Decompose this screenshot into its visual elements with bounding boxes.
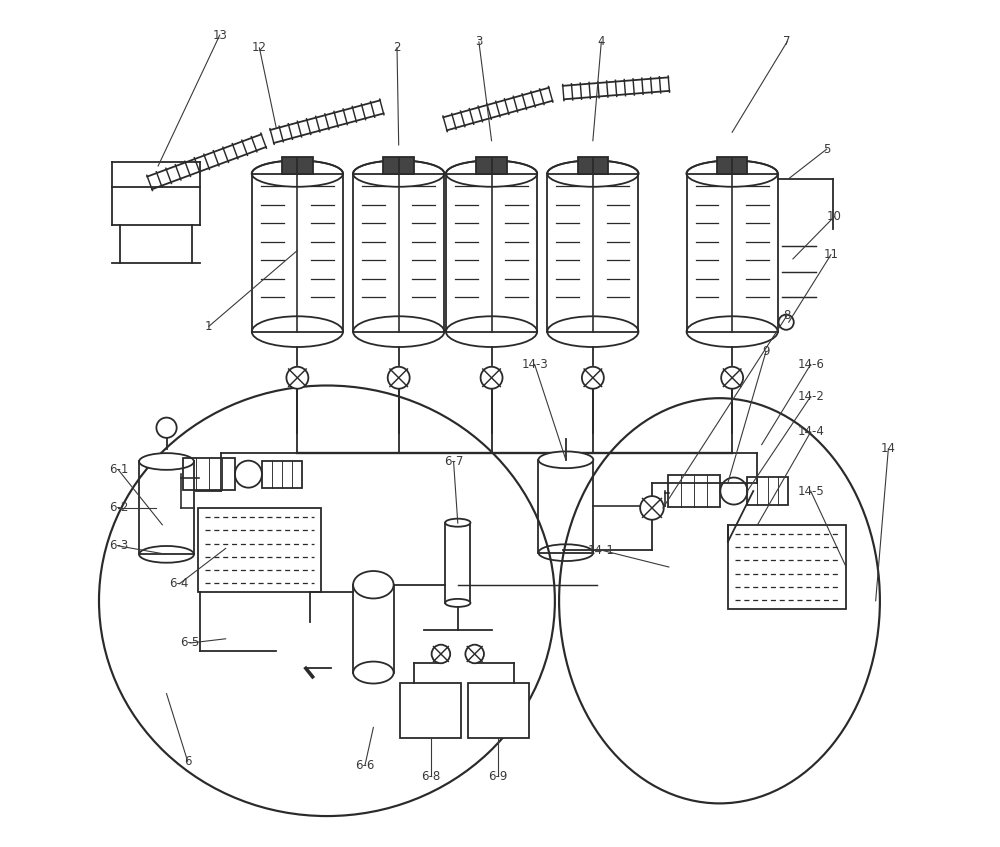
Text: 14: 14 [881,442,896,456]
Bar [383,157,414,174]
Circle shape [721,367,743,389]
Bar [353,584,394,673]
Bar [183,458,235,490]
Circle shape [388,367,410,389]
Bar [139,462,194,554]
Text: 8: 8 [783,309,791,322]
Text: 6-5: 6-5 [181,636,200,650]
Ellipse shape [353,571,394,599]
Bar [728,525,846,609]
Bar [547,174,638,332]
Ellipse shape [353,662,394,684]
Text: 7: 7 [783,36,791,48]
Text: 10: 10 [827,210,842,223]
Ellipse shape [538,451,593,468]
Text: 6-8: 6-8 [421,770,440,783]
Ellipse shape [139,453,194,470]
Text: 2: 2 [393,42,401,54]
Text: 6-4: 6-4 [170,578,189,590]
Circle shape [432,645,450,663]
Text: 13: 13 [212,29,227,42]
Circle shape [465,645,484,663]
Bar [747,478,788,505]
Text: 14-6: 14-6 [797,358,824,371]
Bar [198,508,321,592]
Circle shape [640,496,664,520]
Bar [400,683,461,738]
Text: 14-3: 14-3 [521,358,548,371]
Text: 6-6: 6-6 [355,759,375,772]
Bar [353,174,444,332]
Text: 6: 6 [184,755,191,767]
Circle shape [286,367,308,389]
Bar [717,157,747,174]
Circle shape [156,418,177,438]
Text: 4: 4 [598,36,605,48]
Text: 14-1: 14-1 [588,544,615,556]
Bar [445,523,470,603]
Text: 5: 5 [823,142,830,156]
Bar [446,174,537,332]
Ellipse shape [445,518,470,527]
Text: 14-2: 14-2 [797,390,824,403]
Text: 11: 11 [823,248,838,261]
Circle shape [582,367,604,389]
Text: 1: 1 [205,320,212,333]
Circle shape [481,367,503,389]
Text: 14-4: 14-4 [797,425,824,439]
Bar [262,461,302,488]
Text: 6-1: 6-1 [109,463,128,476]
Text: 3: 3 [475,36,483,48]
Text: 9: 9 [762,346,770,358]
Text: 14-5: 14-5 [797,484,824,497]
Bar [282,157,313,174]
Bar [252,174,343,332]
Bar [476,157,507,174]
Text: 6-2: 6-2 [109,501,128,514]
Bar [668,475,720,507]
Text: 12: 12 [252,42,267,54]
Bar [538,460,593,552]
Bar [578,157,608,174]
Text: 6-3: 6-3 [109,540,128,552]
Bar [468,683,529,738]
Bar [687,174,778,332]
Text: 6-9: 6-9 [489,770,508,783]
Ellipse shape [445,599,470,607]
Text: 6-7: 6-7 [444,455,463,468]
